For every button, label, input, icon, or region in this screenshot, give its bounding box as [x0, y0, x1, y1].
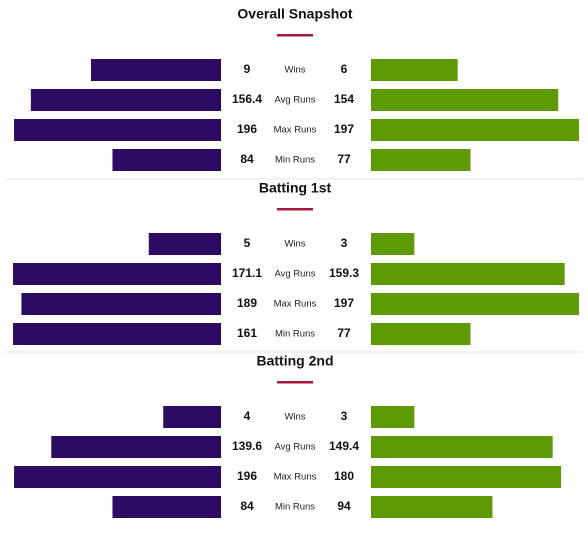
left-bar — [13, 263, 221, 285]
title-accent-line — [277, 381, 313, 384]
category-label: Wins — [284, 65, 305, 76]
right-bar — [371, 149, 471, 171]
chart-title: Overall Snapshot — [237, 6, 352, 22]
left-bar — [112, 496, 221, 518]
title-accent-line — [277, 208, 313, 211]
left-bar — [14, 119, 222, 141]
category-label: Max Runs — [274, 472, 317, 483]
left-value-label: 4 — [244, 409, 251, 423]
chart-title: Batting 1st — [259, 180, 332, 196]
right-value-label: 6 — [341, 62, 348, 76]
left-value-label: 156.4 — [232, 92, 262, 106]
left-value-label: 84 — [240, 152, 254, 166]
left-bar — [30, 89, 221, 111]
category-label: Wins — [284, 412, 305, 423]
category-label: Wins — [284, 239, 305, 250]
category-label: Avg Runs — [274, 442, 315, 453]
right-bar — [371, 496, 493, 518]
left-value-label: 196 — [237, 122, 257, 136]
right-value-label: 159.3 — [329, 266, 359, 280]
category-label: Min Runs — [275, 155, 315, 166]
right-value-label: 94 — [337, 499, 351, 513]
left-bar — [148, 233, 221, 255]
right-bar — [371, 436, 553, 458]
category-label: Max Runs — [274, 299, 317, 310]
right-bar — [371, 59, 458, 81]
left-value-label: 139.6 — [232, 439, 262, 453]
left-value-label: 9 — [244, 62, 251, 76]
left-value-label: 5 — [244, 236, 251, 250]
left-value-label: 161 — [237, 326, 257, 340]
right-bar — [371, 263, 565, 285]
right-value-label: 77 — [337, 326, 351, 340]
chart-title: Batting 2nd — [257, 353, 334, 369]
right-value-label: 3 — [341, 236, 348, 250]
right-bar — [371, 293, 579, 315]
category-label: Min Runs — [275, 329, 315, 340]
left-value-label: 189 — [237, 296, 257, 310]
left-value-label: 196 — [237, 469, 257, 483]
right-bar — [371, 89, 559, 111]
category-label: Avg Runs — [274, 95, 315, 106]
left-value-label: 171.1 — [232, 266, 262, 280]
category-label: Min Runs — [275, 502, 315, 513]
left-bar — [51, 436, 221, 458]
right-value-label: 149.4 — [329, 439, 359, 453]
left-bar — [21, 293, 221, 315]
left-value-label: 84 — [240, 499, 254, 513]
left-bar — [91, 59, 221, 81]
right-bar — [371, 233, 415, 255]
left-bar — [112, 149, 221, 171]
left-bar — [163, 406, 221, 428]
right-value-label: 77 — [337, 152, 351, 166]
right-value-label: 154 — [334, 92, 354, 106]
right-bar — [371, 323, 471, 345]
category-label: Max Runs — [274, 125, 317, 136]
right-bar — [371, 119, 579, 141]
right-bar — [371, 466, 562, 488]
title-accent-line — [277, 34, 313, 37]
right-value-label: 197 — [334, 122, 354, 136]
right-bar — [371, 406, 415, 428]
left-bar — [13, 323, 221, 345]
category-label: Avg Runs — [274, 269, 315, 280]
right-value-label: 180 — [334, 469, 354, 483]
right-value-label: 3 — [341, 409, 348, 423]
right-value-label: 197 — [334, 296, 354, 310]
left-bar — [14, 466, 222, 488]
